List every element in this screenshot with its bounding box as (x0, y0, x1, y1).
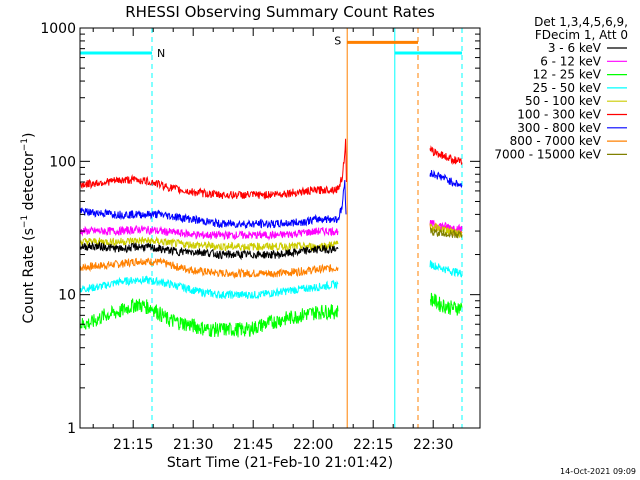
legend-label-5: 100 - 300 keV (517, 108, 601, 122)
footer-timestamp: 14-Oct-2021 09:09 (560, 467, 636, 476)
x-tick-label-0: 21:15 (113, 437, 153, 453)
y-axis-label: Count Rate (s−1 detector−1) (20, 133, 37, 324)
plot-frame (79, 27, 481, 429)
series-2-segment-post (430, 292, 463, 316)
y-axis-label-end: ) (21, 133, 37, 138)
legend-label-2: 12 - 25 keV (533, 68, 602, 82)
legend-label-7: 800 - 7000 keV (510, 134, 602, 148)
series-group (79, 138, 463, 338)
saa-flag-label: S (334, 34, 341, 47)
x-tick-label-1: 21:30 (173, 437, 213, 453)
legend-label-8: 7000 - 15000 keV (494, 147, 601, 161)
series-5-segment-pre (79, 138, 347, 201)
series-6-segment-post (429, 169, 463, 189)
y-tick-label-1: 10 (58, 288, 76, 304)
series-1-segment-pre (79, 224, 339, 241)
legend-label-6: 300 - 800 keV (517, 121, 601, 135)
y-tick-label-0: 1 (67, 421, 76, 437)
series-3-segment-pre (79, 275, 339, 300)
series-4-segment-pre (79, 235, 339, 253)
series-6-segment-pre (79, 179, 347, 230)
series-3-segment-post (429, 260, 463, 278)
y-axis-label-sup: −1 (20, 215, 30, 228)
x-axis: 21:15 21:30 21:45 22:00 22:15 22:30 (92, 28, 454, 453)
legend-label-1: 6 - 12 keV (540, 54, 602, 68)
series-8-segment-post (430, 227, 463, 239)
x-tick-label-2: 21:45 (233, 437, 273, 453)
x-tick-label-5: 22:30 (413, 437, 453, 453)
legend-label-4: 50 - 100 keV (525, 94, 602, 108)
series-5-segment-post (429, 145, 463, 165)
x-tick-label-3: 22:00 (293, 437, 333, 453)
y-tick-label-3: 1000 (40, 21, 76, 37)
chart-title: RHESSI Observing Summary Count Rates (125, 3, 435, 21)
night-flag-label: N (157, 47, 165, 60)
y-axis: 1 10 100 1000 (40, 21, 480, 437)
y-axis-label-tail-sup: −1 (20, 138, 30, 151)
y-tick-label-2: 100 (49, 154, 76, 170)
y-axis-label-main: Count Rate (s (21, 228, 37, 323)
legend-label-0: 3 - 6 keV (548, 41, 602, 55)
x-axis-label: Start Time (21-Feb-10 21:01:42) (167, 455, 393, 471)
legend-label-3: 25 - 50 keV (533, 81, 602, 95)
legend-header-line-1: Det 1,3,4,5,6,9, (534, 15, 628, 29)
series-7-segment-pre (79, 257, 339, 279)
x-tick-label-4: 22:15 (353, 437, 393, 453)
legend-header-line-2: FDecim 1, Att 0 (535, 28, 628, 42)
series-0-segment-pre (79, 240, 339, 261)
legend: Det 1,3,4,5,6,9, FDecim 1, Att 0 3 - 6 k… (494, 15, 628, 161)
series-2-segment-pre (79, 298, 339, 338)
y-axis-label-tail: detector (21, 151, 37, 215)
